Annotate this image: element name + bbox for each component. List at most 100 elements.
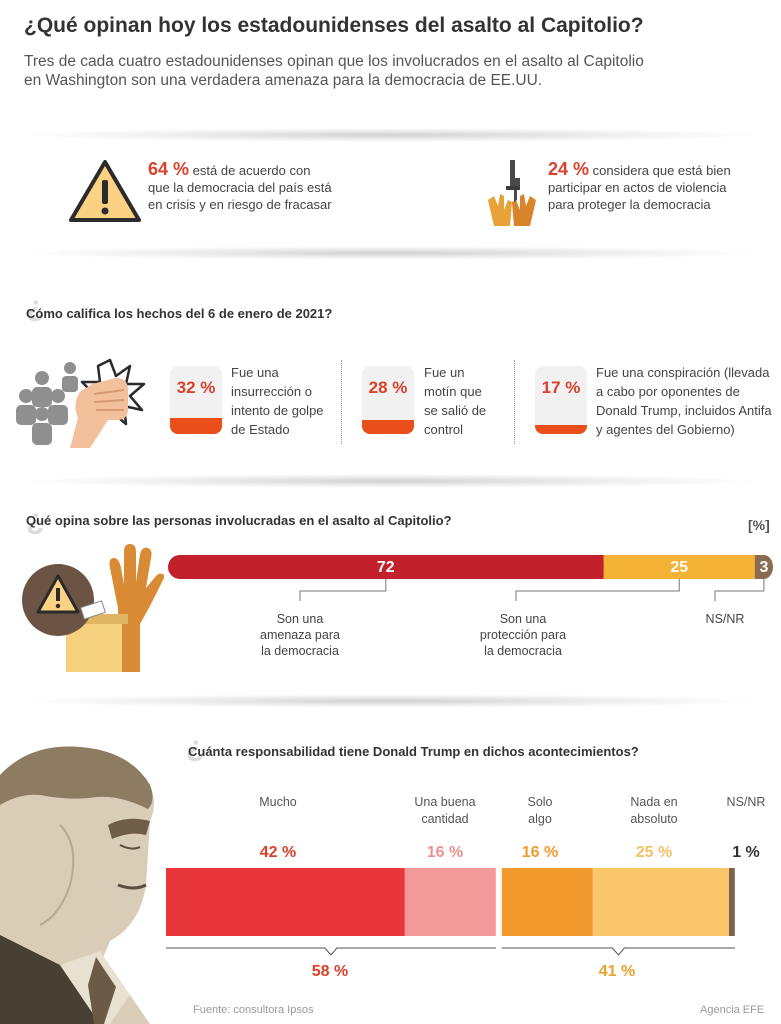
rating-card-desc: Fue un motín que se salió de control [424,363,486,439]
header-line: Solo [527,795,553,809]
header-line: Mucho [259,795,297,809]
question-mark-icon: ¿ [186,730,205,763]
pct-label-nada: 25 % [635,844,673,861]
segment-label-line: la democracia [484,644,562,658]
header-line: NS/NR [726,795,766,809]
desc-line: intento de golpe [231,403,324,418]
stat-violence-line: participar en actos de violencia [548,180,727,195]
agency-credit: Agencia EFE [700,1004,765,1016]
group-total-responsible: 58 % [311,963,349,980]
unit-label: [%] [748,517,770,533]
group-bracket [166,947,496,956]
rating-card-fill [535,425,587,434]
involved-bar-value: 25 [670,559,688,576]
segment-label-line: Son una [499,612,547,626]
trump-responsibility-chart [166,868,735,956]
category-header-buena: Una buena cantidad [400,794,490,828]
segment-label-nsnr: NS/NR [690,611,760,627]
category-header-mucho: Mucho [238,794,318,811]
header-line: cantidad [421,812,469,826]
stat-violence-line: considera que está bien [592,163,731,178]
leader-line [714,579,765,601]
involved-bar-chart: 72 25 3 [168,555,773,601]
divider-shadow [20,474,760,488]
dotted-divider [514,360,515,444]
subtitle-line: en Washington son una verdadera amenaza … [24,72,543,89]
subtitle-line: Tres de cada cuatro estadounidenses opin… [24,53,644,70]
desc-line: insurrección o [231,384,312,399]
rating-card-pct: 17 % [541,378,581,397]
trump-portrait-icon [0,746,154,1024]
responsibility-bar-segment [404,868,496,936]
divider-shadow [20,128,760,142]
section3-question: Cuánta responsabilidad tiene Donald Trum… [188,744,639,759]
rating-card-desc: Fue una insurrección o intento de golpe … [231,363,324,439]
desc-line: a cabo por oponentes de [596,384,740,399]
pct-label-nsnr: 1 % [732,844,760,861]
group-total-not-responsible: 41 % [598,963,636,980]
responsibility-bar-segment [501,868,593,936]
rating-card-pct: 32 % [176,378,216,397]
desc-line: y agentes del Gobierno) [596,422,735,437]
stat-crisis-line: en crisis y en riesgo de fracasar [148,197,332,212]
header-line: Nada en [630,795,678,809]
stat-crisis-pct: 64 % [148,159,190,179]
category-header-solo: Solo algo [510,794,570,828]
rating-card-desc: Fue una conspiración (llevada a cabo por… [596,363,772,439]
responsibility-bar-segment [729,868,735,936]
segment-label-line: amenaza para [260,628,340,642]
desc-line: de Estado [231,422,290,437]
leader-line [515,579,680,601]
desc-line: Fue una [231,365,279,380]
question-mark-icon: ¿ [26,290,45,323]
segment-label-line: protección para [479,628,567,642]
stat-violence-pct: 24 % [548,159,590,179]
ballot-warning-icon [22,544,164,672]
page-subtitle: Tres de cada cuatro estadounidenses opin… [24,52,724,90]
stat-crisis-line: está de acuerdo con [192,163,311,178]
rating-card: 32 % [170,366,222,434]
section2-question: Qué opina sobre las personas involucrada… [26,513,452,528]
desc-line: se salió de [424,403,487,418]
involved-bar-value: 3 [759,559,768,576]
responsibility-bar-segment [592,868,735,936]
desc-line: motín que [424,384,482,399]
responsibility-bar-segment [166,868,405,936]
involved-bar-value: 72 [377,559,395,576]
warning-icon [69,160,141,222]
protest-fist-icon [16,358,146,448]
rifle-hands-icon [488,160,536,226]
header-line: absoluto [630,812,678,826]
involved-bar-segment [603,555,756,579]
dotted-divider [341,360,342,444]
segment-label-threat: Son una amenaza para la democracia [250,611,350,659]
pct-label-mucho: 42 % [259,844,297,861]
category-header-nsnr: NS/NR [716,794,776,811]
desc-line: Donald Trump, incluidos Antifa [596,403,772,418]
pct-label-buena: 16 % [426,844,464,861]
page-title: ¿Qué opinan hoy los estadounidenses del … [24,14,644,37]
desc-line: control [424,422,464,437]
source-credit: Fuente: consultora Ipsos [193,1004,314,1016]
segment-label-line: NS/NR [705,612,745,626]
desc-line: Fue un [424,365,465,380]
header-line: algo [528,812,552,826]
question-mark-icon: ¿ [26,503,45,536]
rating-card-fill [170,417,222,434]
leader-line [299,579,387,601]
rating-card: 28 % [362,366,414,434]
segment-label-protection: Son una protección para la democracia [468,611,578,659]
stat-crisis-line: que la democracia del país está [148,180,332,195]
group-bracket [501,947,735,956]
stat-crisis: 64 % está de acuerdo con que la democrac… [148,159,332,213]
stat-violence-line: para proteger la democracia [548,197,711,212]
divider-shadow [20,246,760,260]
stat-violence: 24 % considera que está bien participar … [548,159,731,213]
section1-question: Cómo califica los hechos del 6 de enero … [26,306,333,321]
rating-card-fill [362,419,414,434]
rating-card-pct: 28 % [368,378,408,397]
pct-label-solo: 16 % [521,844,559,861]
header-line: Una buena [414,795,476,809]
divider-shadow [20,694,760,708]
desc-line: Fue una conspiración (llevada [596,365,770,380]
